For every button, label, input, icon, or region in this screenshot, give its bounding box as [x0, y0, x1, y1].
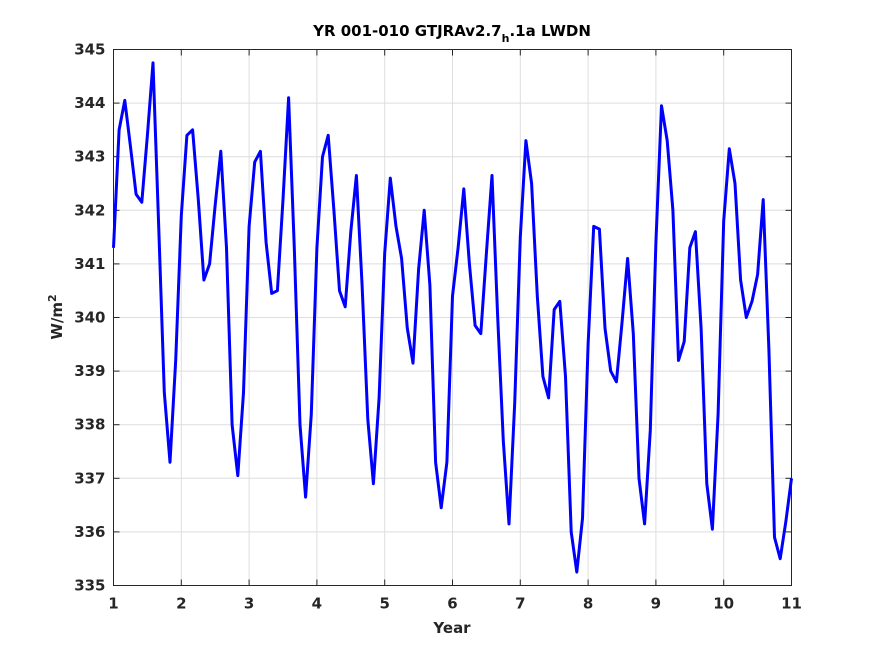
- x-tick-label: 7: [515, 595, 525, 613]
- y-axis-label: W/m2: [46, 294, 66, 339]
- x-tick-labels: 1 2 3 4 5 6 7 8 9 10 11: [108, 595, 802, 613]
- x-tick-label: 5: [379, 595, 389, 613]
- series-line-0: [112, 61, 793, 574]
- y-tick-label: 341: [74, 255, 105, 273]
- x-tick-label: 9: [651, 595, 661, 613]
- y-tick-label: 340: [74, 309, 105, 327]
- chart-title-main: YR 001-010 GTJRAv2.7: [312, 22, 502, 40]
- y-tick-label: 344: [74, 94, 105, 112]
- x-tick-label: 3: [244, 595, 254, 613]
- y-tick-label: 343: [74, 148, 105, 166]
- series-layer: [112, 61, 793, 574]
- x-tick-label: 4: [312, 595, 322, 613]
- y-tick-label: 337: [74, 469, 105, 487]
- y-axis-label-main: W/m: [48, 302, 66, 340]
- y-tick-label: 338: [74, 416, 105, 434]
- y-tick-label: 335: [74, 577, 105, 595]
- y-tick-label: 336: [74, 523, 105, 541]
- x-axis-label: Year: [432, 619, 471, 637]
- x-tick-label: 11: [781, 595, 802, 613]
- y-tick-label: 339: [74, 362, 105, 380]
- x-tick-label: 6: [447, 595, 457, 613]
- y-axis-label-superscript: 2: [46, 294, 59, 302]
- x-tick-label: 2: [176, 595, 186, 613]
- y-tick-labels: 335 336 337 338 339 340 341 342 343 344 345: [74, 41, 105, 595]
- y-tick-label: 342: [74, 201, 105, 219]
- chart-title-tail: .1a LWDN: [509, 22, 590, 40]
- y-tick-label: 345: [74, 41, 105, 59]
- x-tick-label: 1: [108, 595, 118, 613]
- chart-title-subscript: h: [502, 32, 510, 45]
- x-tick-label: 10: [713, 595, 734, 613]
- chart-title: YR 001-010 GTJRAv2.7h.1a LWDN: [312, 22, 591, 45]
- x-tick-label: 8: [583, 595, 593, 613]
